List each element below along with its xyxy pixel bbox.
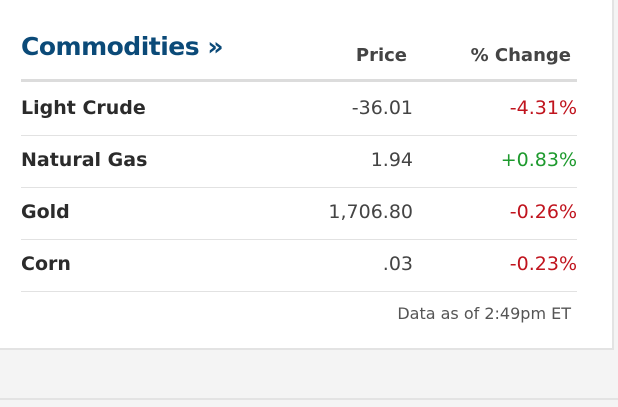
commodities-card: Commodities » Price % Change Light Crude… — [0, 0, 614, 350]
table-row: Corn .03 -0.23% — [21, 239, 577, 292]
price: 1,706.80 — [328, 201, 413, 223]
footer-note: Data as of 2:49pm ET — [397, 304, 571, 323]
divider — [0, 398, 618, 400]
table-row: Gold 1,706.80 -0.26% — [21, 187, 577, 240]
commodity-name[interactable]: Gold — [21, 201, 70, 223]
percent-change: -0.23% — [509, 253, 577, 275]
column-header: Price — [355, 45, 407, 66]
percent-change: +0.83% — [500, 149, 577, 171]
column-header: % Change — [470, 45, 571, 66]
title-link[interactable]: Commodities » — [21, 32, 223, 61]
table-row: Light Crude -36.01 -4.31% — [21, 83, 577, 136]
price: -36.01 — [351, 97, 413, 119]
price: 1.94 — [370, 149, 413, 171]
percent-change: -0.26% — [509, 201, 577, 223]
commodity-name[interactable]: Natural Gas — [21, 149, 148, 171]
header-rule — [21, 79, 577, 82]
commodity-name[interactable]: Corn — [21, 253, 71, 275]
price: .03 — [382, 253, 413, 275]
table-row: Natural Gas 1.94 +0.83% — [21, 135, 577, 188]
commodity-name[interactable]: Light Crude — [21, 97, 146, 119]
percent-change: -4.31% — [509, 97, 577, 119]
